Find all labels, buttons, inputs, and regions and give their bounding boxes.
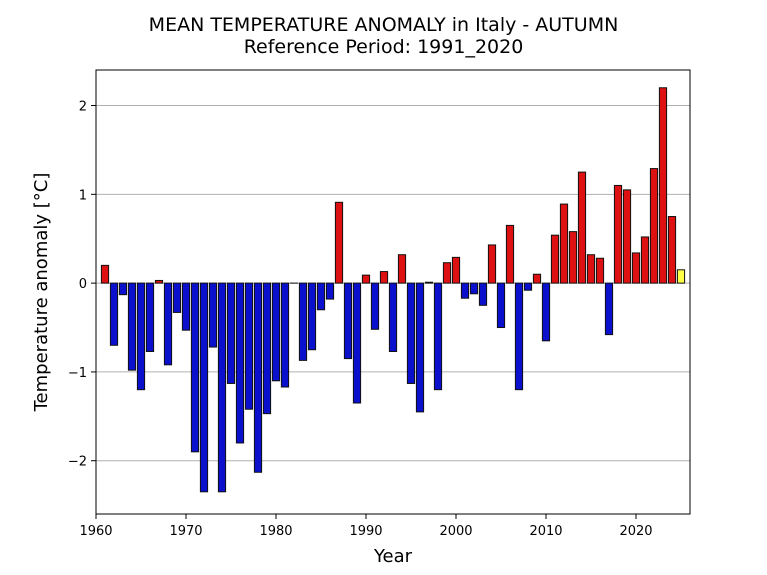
- y-tick-label: 0: [79, 277, 87, 292]
- bar-2016: [595, 257, 605, 284]
- bar-1971: [190, 282, 200, 453]
- bar-1965: [136, 282, 146, 391]
- bar-1996: [415, 282, 425, 413]
- x-tick-label: 2010: [529, 524, 562, 539]
- bar-2006: [505, 224, 515, 284]
- bar-1962: [109, 282, 119, 346]
- x-tick-label: 1990: [349, 524, 382, 539]
- bar-2000: [451, 256, 461, 284]
- bar-1994: [397, 254, 407, 284]
- bar-1974: [217, 282, 227, 493]
- bar-1977: [244, 282, 254, 410]
- x-tick-label: 1960: [79, 524, 112, 539]
- bar-1990: [361, 274, 371, 284]
- bar-2023: [658, 87, 668, 284]
- bar-2004: [487, 244, 497, 284]
- bar-2008: [523, 282, 533, 291]
- bar-2002: [469, 282, 479, 295]
- bar-1970: [181, 282, 191, 331]
- plot-frame: [95, 69, 691, 515]
- bar-1992: [379, 271, 389, 284]
- bar-1978: [253, 282, 263, 473]
- bar-2001: [460, 282, 470, 299]
- bar-2005: [496, 282, 506, 329]
- bar-1968: [163, 282, 173, 366]
- bar-1963: [118, 282, 128, 296]
- bar-1975: [226, 282, 236, 384]
- bar-1969: [172, 282, 182, 313]
- bar-1997: [424, 281, 434, 284]
- bar-1976: [235, 282, 245, 444]
- bar-1999: [442, 262, 452, 284]
- bar-2010: [541, 282, 551, 342]
- chart-title: MEAN TEMPERATURE ANOMALY in Italy - AUTU…: [148, 14, 619, 36]
- bar-1981: [280, 282, 290, 388]
- bar-1967: [154, 279, 164, 284]
- bar-1989: [352, 282, 362, 404]
- bar-2017: [604, 282, 614, 336]
- chart-subtitle: Reference Period: 1991_2020: [243, 36, 524, 58]
- bar-1980: [271, 282, 281, 382]
- y-tick-label: −2: [68, 455, 87, 470]
- bar-2011: [550, 234, 560, 284]
- bar-2012: [559, 203, 569, 284]
- axes: 1960 1970 1980 1990 2000 2010 2020 −2 −1 0 1 2: [68, 69, 691, 539]
- bar-1986: [325, 282, 335, 300]
- x-tick-label: 1980: [259, 524, 292, 539]
- y-tick-label: 1: [79, 188, 87, 203]
- bar-1979: [262, 282, 272, 415]
- bar-1984: [307, 282, 317, 351]
- bar-1961: [100, 264, 110, 284]
- bar-1991: [370, 282, 380, 330]
- bar-1973: [208, 282, 218, 348]
- bar-2025: [676, 269, 686, 284]
- bar-2009: [532, 273, 542, 284]
- bar-2021: [640, 236, 650, 284]
- x-axis-label: Year: [373, 546, 413, 567]
- x-tick-label: 1970: [169, 524, 202, 539]
- y-axis-label: Temperature anomaly [°C]: [31, 173, 52, 413]
- bar-1988: [343, 282, 353, 360]
- bar-1993: [388, 282, 398, 352]
- bar-2013: [568, 231, 578, 284]
- y-tick-label: −1: [68, 366, 87, 381]
- bar-2003: [478, 282, 488, 306]
- bar-1966: [145, 282, 155, 352]
- bar-2024: [667, 216, 677, 284]
- bars: [100, 87, 686, 493]
- bar-1995: [406, 282, 416, 384]
- bar-2014: [577, 171, 587, 284]
- bar-1983: [298, 282, 308, 361]
- bar-1998: [433, 282, 443, 391]
- x-tick-label: 2020: [619, 524, 652, 539]
- bar-2020: [631, 252, 641, 284]
- bar-1964: [127, 282, 137, 371]
- bar-2019: [622, 189, 632, 284]
- bar-1972: [199, 282, 209, 493]
- bar-1987: [334, 201, 344, 284]
- bar-2018: [613, 184, 623, 284]
- y-tick-label: 2: [79, 100, 87, 115]
- bar-2015: [586, 254, 596, 284]
- bar-2022: [649, 168, 659, 284]
- bar-1985: [316, 282, 326, 311]
- bar-2007: [514, 282, 524, 391]
- x-tick-label: 2000: [439, 524, 472, 539]
